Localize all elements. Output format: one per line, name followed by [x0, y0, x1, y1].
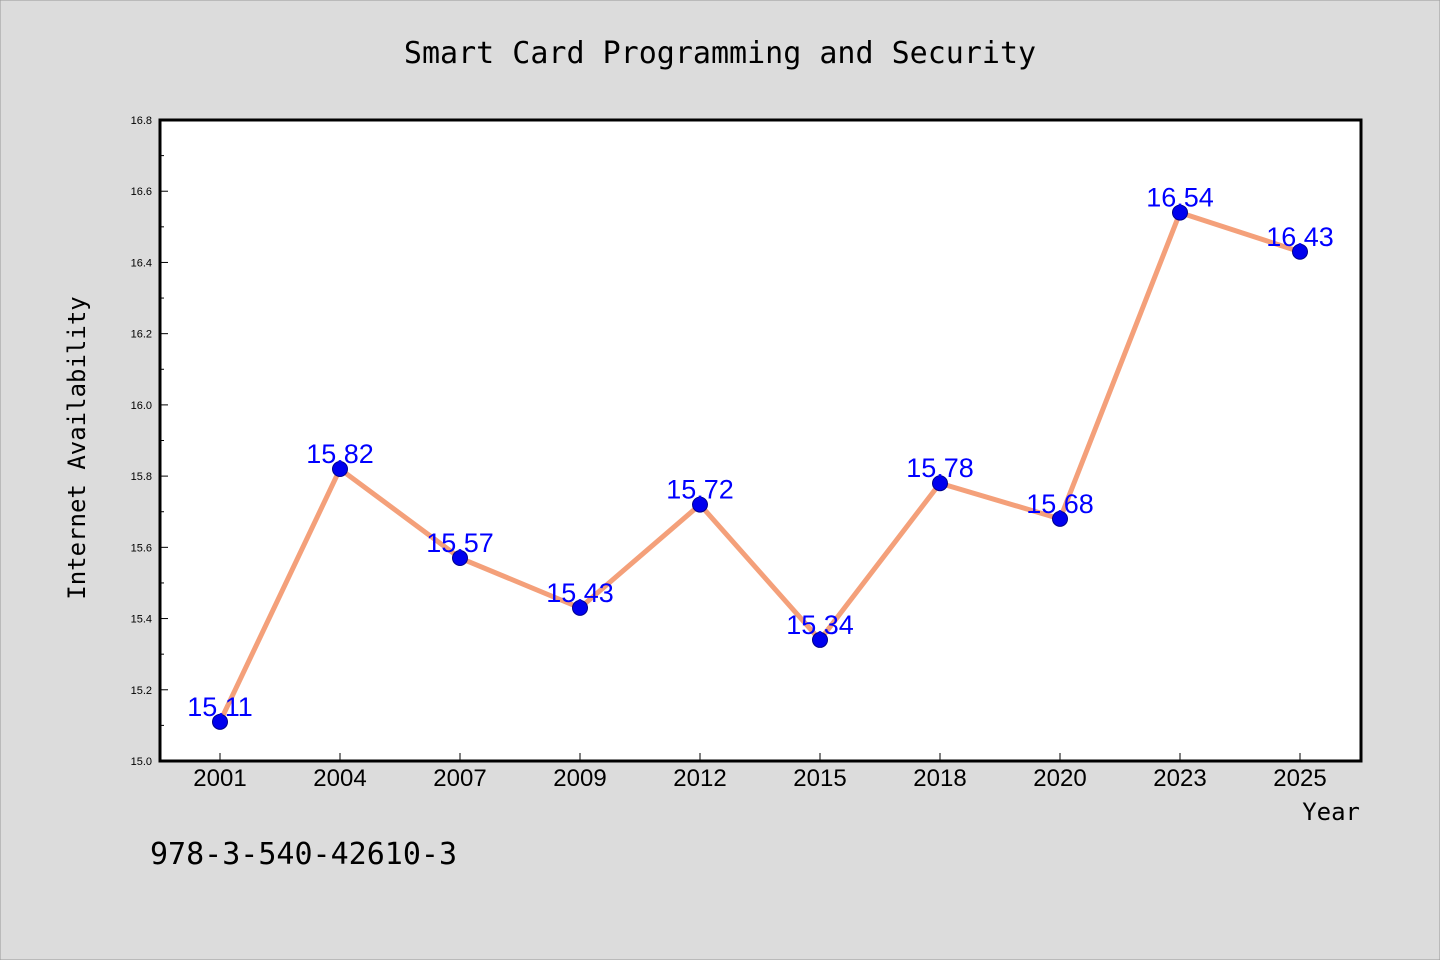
y-tick-label: 15.6 — [131, 542, 152, 554]
data-label: 15.82 — [306, 439, 374, 469]
y-tick-label: 15.0 — [131, 756, 152, 768]
plot-frame — [158, 118, 1363, 763]
y-tick-label: 15.4 — [131, 614, 152, 626]
series-line — [217, 210, 1303, 725]
x-tick-label: 2001 — [193, 765, 246, 792]
data-point — [332, 460, 348, 477]
y-tick-label: 16.4 — [131, 257, 152, 269]
data-label: 15.78 — [906, 453, 974, 483]
x-tick-label: 2004 — [313, 765, 366, 792]
y-axis: 15.0 15.2 15.4 15.6 15.8 16.0 16.2 16.4 16.6 16.8 — [131, 115, 168, 768]
data-label: 15.34 — [786, 610, 854, 640]
y-tick-label: 16.2 — [131, 329, 152, 341]
data-point — [1052, 510, 1068, 527]
data-label: 15.68 — [1026, 489, 1094, 519]
x-tick-label: 2009 — [553, 765, 606, 792]
data-point — [572, 599, 588, 616]
isbn-annotation: 978-3-540-42610-3 — [150, 837, 457, 872]
data-point — [1172, 204, 1188, 221]
data-label: 16.43 — [1266, 222, 1334, 252]
y-tick-label: 16.6 — [131, 186, 152, 198]
x-tick-label: 2007 — [433, 765, 486, 792]
data-point — [1292, 243, 1308, 260]
data-point — [692, 496, 708, 513]
data-points-group — [212, 204, 1308, 730]
data-label: 15.72 — [666, 475, 734, 505]
y-tick-label: 16.0 — [131, 400, 152, 412]
chart-title: Smart Card Programming and Security — [404, 36, 1036, 71]
data-label: 15.43 — [546, 578, 614, 608]
x-tick-label: 2025 — [1273, 765, 1326, 792]
y-tick-label: 15.2 — [131, 685, 152, 697]
x-tick-label: 2015 — [793, 765, 846, 792]
data-label: 16.54 — [1146, 183, 1214, 213]
x-axis: 2001 2004 2007 2009 2012 2015 2018 2020 2023 2025 — [193, 753, 1327, 792]
series-line-group — [217, 210, 1303, 725]
data-point — [452, 550, 468, 567]
x-tick-label: 2012 — [673, 765, 726, 792]
data-label: 15.11 — [187, 692, 253, 722]
data-label: 15.57 — [426, 528, 494, 558]
data-point — [932, 475, 948, 492]
x-tick-label: 2020 — [1033, 765, 1086, 792]
y-tick-label: 16.8 — [131, 115, 152, 127]
data-labels-group: 15.11 15.82 15.57 15.43 15.72 15.34 15.78 15.68… — [187, 183, 1334, 722]
plot-area — [160, 120, 1361, 761]
y-tick-label: 15.8 — [131, 471, 152, 483]
data-point — [212, 713, 228, 730]
y-axis-label: Internet Availability — [63, 296, 91, 599]
x-tick-label: 2018 — [913, 765, 966, 792]
x-axis-label: Year — [1302, 798, 1360, 826]
x-tick-label: 2023 — [1153, 765, 1206, 792]
data-point — [812, 631, 828, 648]
